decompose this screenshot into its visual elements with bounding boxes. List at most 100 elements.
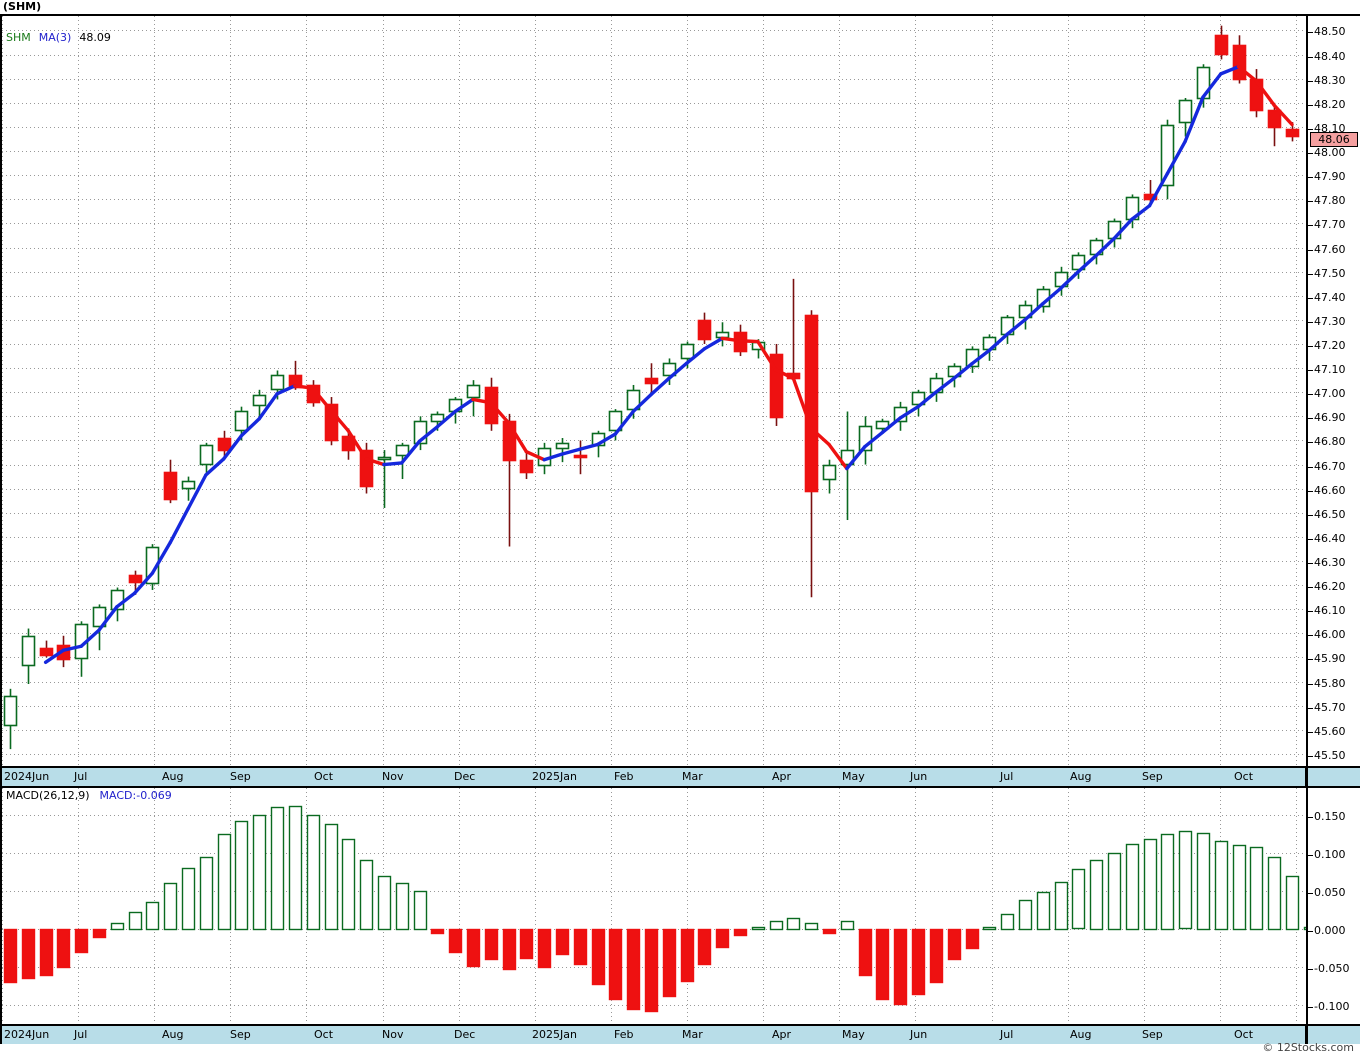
date-axis-macd: 2024Jun Jul Aug Sep Oct Nov Dec 2025Jan Feb Mar Ap… <box>0 1026 1306 1044</box>
axis-tick-mark <box>1308 816 1313 818</box>
axis-tick-mark <box>1308 466 1313 468</box>
axis-tick-label: 48.20 <box>1314 97 1346 111</box>
axis-tick-label: 46.10 <box>1314 604 1346 618</box>
date-tick-label: Nov <box>382 770 404 783</box>
date-tick-label: Apr <box>772 770 792 783</box>
axis-tick-label: 47.90 <box>1314 170 1346 184</box>
axis-tick-mark <box>1308 104 1313 106</box>
axis-tick-label: 45.50 <box>1314 748 1346 762</box>
axis-tick-label: 47.70 <box>1314 218 1346 232</box>
axis-tick-mark <box>1308 32 1313 34</box>
price-plot-svg <box>2 16 1306 766</box>
axis-tick-label: 46.80 <box>1314 435 1346 449</box>
macd-legend-value: MACD:-0.069 <box>99 789 172 802</box>
date-tick-label: Oct <box>314 1028 334 1041</box>
date-axis-macd-cap <box>1306 1026 1360 1044</box>
axis-tick-mark <box>1308 321 1313 323</box>
date-tick-label: Aug <box>1070 770 1092 783</box>
axis-tick-mark <box>1308 345 1313 347</box>
macd-legend-name: MACD(26,12,9) <box>6 789 90 802</box>
axis-tick-label: 48.30 <box>1314 73 1346 87</box>
date-tick-label: Dec <box>454 1028 476 1041</box>
axis-tick-mark <box>1308 892 1313 894</box>
legend-ma-value: 48.09 <box>79 31 111 44</box>
date-tick-label: Jun <box>910 770 928 783</box>
macd-chart-panel[interactable]: MACD(26,12,9) MACD:-0.069 <box>0 786 1306 1026</box>
date-tick-label: Jul <box>74 770 88 783</box>
axis-tick-label: 47.00 <box>1314 387 1346 401</box>
axis-tick-mark <box>1308 538 1313 540</box>
axis-tick-label: 47.50 <box>1314 266 1346 280</box>
axis-tick-mark <box>1308 442 1313 444</box>
price-value-axis: 48.50 48.40 48.30 48.20 48.10 48.00 47.90 47.80… <box>1306 14 1360 768</box>
axis-tick-mark <box>1308 394 1313 396</box>
date-tick-label: May <box>842 770 865 783</box>
legend-symbol: SHM <box>6 31 31 44</box>
axis-tick-mark <box>1308 297 1313 299</box>
date-tick-label: Jul <box>1000 770 1014 783</box>
date-tick-label: Mar <box>682 1028 703 1041</box>
date-tick-label: 2025Jan <box>532 1028 577 1041</box>
price-chart-panel[interactable]: SHM MA(3) 48.09 <box>0 14 1306 768</box>
axis-tick-mark <box>1308 1006 1313 1008</box>
date-tick-label: Aug <box>162 1028 184 1041</box>
axis-tick-mark <box>1308 370 1313 372</box>
axis-tick-mark <box>1308 611 1313 613</box>
axis-tick-mark <box>1308 514 1313 516</box>
date-tick-label: Sep <box>1142 1028 1163 1041</box>
macd-legend: MACD(26,12,9) MACD:-0.069 <box>6 790 172 801</box>
date-tick-label: Jul <box>1000 1028 1014 1041</box>
axis-tick-label: 48.00 <box>1314 146 1346 160</box>
axis-tick-label: 0.100 <box>1314 847 1346 861</box>
axis-tick-label: 45.60 <box>1314 724 1346 738</box>
axis-tick-mark <box>1308 225 1313 227</box>
axis-tick-label: 48.50 <box>1314 25 1346 39</box>
axis-tick-label: 45.90 <box>1314 652 1346 666</box>
axis-tick-mark <box>1308 80 1313 82</box>
date-tick-label: Nov <box>382 1028 404 1041</box>
axis-tick-label: 46.70 <box>1314 459 1346 473</box>
axis-tick-label: 45.80 <box>1314 676 1346 690</box>
axis-tick-mark <box>1308 153 1313 155</box>
price-legend: SHM MA(3) 48.09 <box>6 32 111 43</box>
axis-tick-label: 0.000 <box>1314 923 1346 937</box>
axis-tick-mark <box>1308 273 1313 275</box>
axis-tick-mark <box>1308 177 1313 179</box>
macd-value-axis: 0.150 0.100 0.050 0.000 -0.050 -0.100 <box>1306 786 1360 1026</box>
axis-tick-mark <box>1308 755 1313 757</box>
axis-tick-label: 47.10 <box>1314 363 1346 377</box>
date-tick-label: Aug <box>162 770 184 783</box>
axis-tick-label: 47.80 <box>1314 194 1346 208</box>
legend-ma-label: MA(3) <box>38 31 72 44</box>
axis-tick-mark <box>1308 249 1313 251</box>
axis-tick-label: 48.40 <box>1314 49 1346 63</box>
axis-tick-label: 46.00 <box>1314 628 1346 642</box>
axis-tick-mark <box>1308 683 1313 685</box>
axis-tick-mark <box>1308 659 1313 661</box>
date-axis-price: 2024Jun Jul Aug Sep Oct Nov Dec 2025Jan Feb Mar Ap… <box>0 768 1306 786</box>
axis-tick-mark <box>1308 587 1313 589</box>
date-tick-label: May <box>842 1028 865 1041</box>
axis-tick-mark <box>1308 490 1313 492</box>
axis-tick-label: 46.60 <box>1314 483 1346 497</box>
date-axis-price-cap <box>1306 768 1360 786</box>
watermark: © 12Stocks.com <box>1262 1041 1354 1054</box>
date-tick-label: Jun <box>910 1028 928 1041</box>
axis-tick-mark <box>1308 731 1313 733</box>
axis-tick-label: 46.40 <box>1314 531 1346 545</box>
date-tick-label: 2025Jan <box>532 770 577 783</box>
axis-tick-label: 48.10 <box>1314 121 1346 135</box>
axis-tick-label: -0.100 <box>1314 999 1350 1013</box>
axis-tick-mark <box>1308 201 1313 203</box>
axis-tick-label: 47.40 <box>1314 290 1346 304</box>
date-tick-label: Dec <box>454 770 476 783</box>
axis-tick-label: 46.50 <box>1314 507 1346 521</box>
axis-tick-label: 0.050 <box>1314 885 1346 899</box>
axis-tick-mark <box>1308 56 1313 58</box>
date-tick-label: 2024Jun <box>4 1028 50 1041</box>
current-price-label: 48.06 <box>1310 131 1358 147</box>
axis-tick-label: 47.20 <box>1314 338 1346 352</box>
axis-tick-mark <box>1308 930 1313 932</box>
axis-tick-mark <box>1308 707 1313 709</box>
